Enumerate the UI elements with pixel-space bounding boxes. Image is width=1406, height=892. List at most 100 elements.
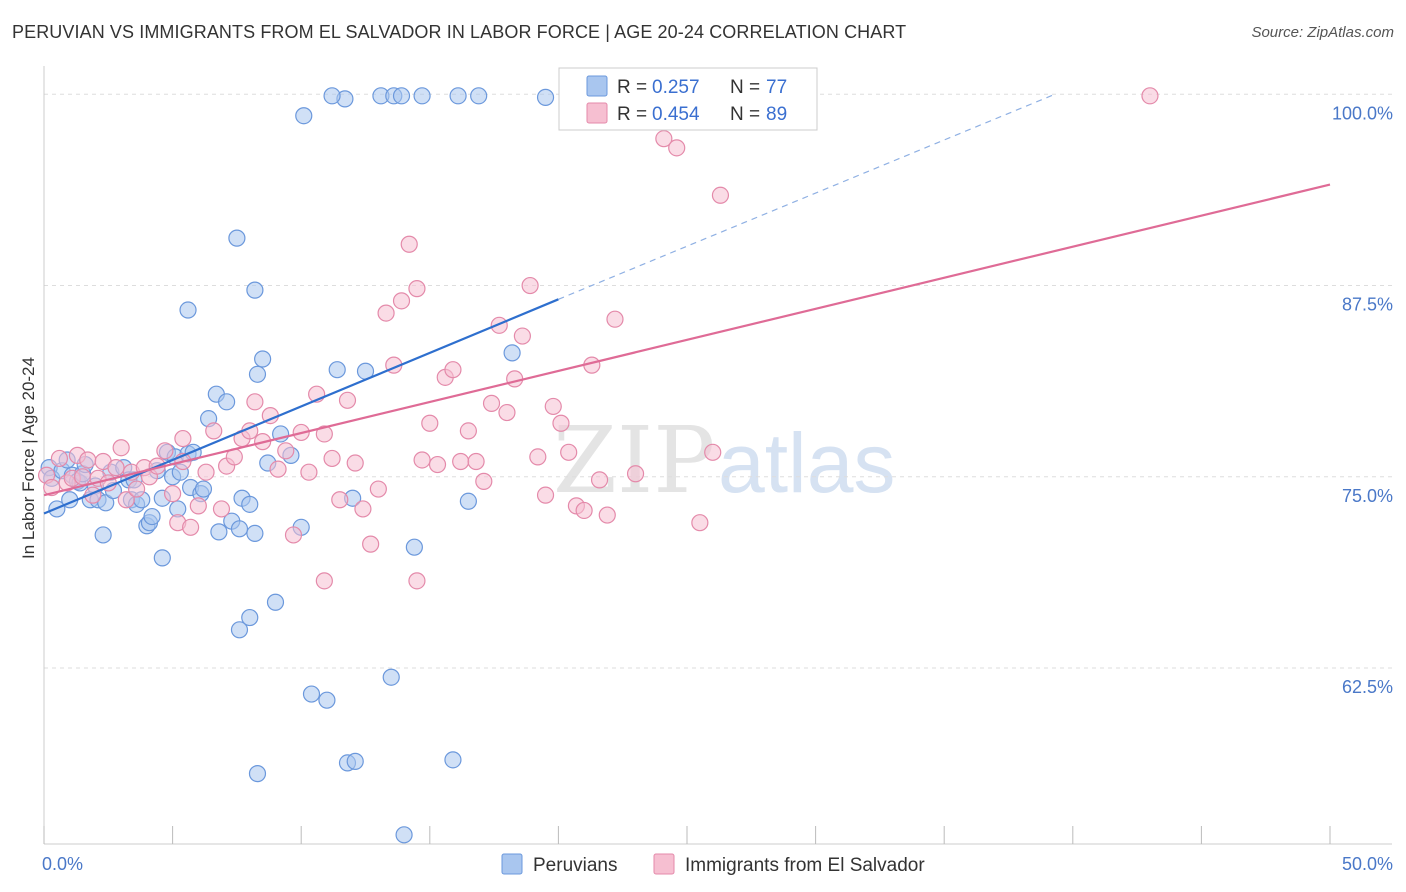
x-tick-label-0: 0.0% bbox=[42, 854, 83, 874]
legend-r-label-2: R = bbox=[617, 104, 647, 125]
peruvians-point-49 bbox=[254, 350, 272, 368]
el-salvador-point-46 bbox=[346, 454, 364, 472]
watermark: ZIP atlas bbox=[553, 407, 895, 514]
legend-r-value-1: 0.257 bbox=[652, 77, 700, 98]
el-salvador-point-42 bbox=[315, 425, 333, 443]
el-salvador-point-72 bbox=[544, 397, 562, 416]
el-salvador-point-45 bbox=[338, 391, 357, 409]
el-salvador-point-89 bbox=[1141, 87, 1159, 105]
peruvians-point-47 bbox=[246, 524, 264, 543]
el-salvador-point-81 bbox=[626, 465, 645, 483]
peruvians-point-68 bbox=[449, 87, 467, 105]
y-tick-label-1: 87.5% bbox=[1342, 295, 1393, 315]
el-salvador-point-66 bbox=[498, 403, 516, 422]
el-salvador-point-60 bbox=[452, 452, 470, 471]
peruvians-point-71 bbox=[228, 229, 246, 247]
correlation-legend: R = 0.257 N = 77 R = 0.454 N = 89 bbox=[558, 67, 818, 131]
el-salvador-point-90 bbox=[174, 429, 192, 448]
trend-lines bbox=[43, 93, 1331, 515]
watermark-atlas: atlas bbox=[718, 416, 895, 510]
el-salvador-point-76 bbox=[575, 501, 593, 520]
peruvians-point-42 bbox=[218, 393, 236, 411]
el-salvador-point-36 bbox=[269, 460, 287, 478]
grid bbox=[44, 93, 1392, 669]
el-salvador-point-28 bbox=[212, 500, 231, 518]
el-salvador-point-87 bbox=[408, 572, 426, 590]
el-salvador-point-7 bbox=[79, 451, 97, 469]
peruvians-point-73 bbox=[179, 301, 197, 319]
chart-title: PERUVIAN VS IMMIGRANTS FROM EL SALVADOR … bbox=[12, 22, 907, 42]
peruvians-point-26 bbox=[143, 507, 161, 526]
el-salvador-point-48 bbox=[362, 535, 380, 553]
bottom-legend-el-salvador: Immigrants from El Salvador bbox=[685, 855, 925, 876]
el-salvador-point-40 bbox=[300, 463, 318, 481]
el-salvador-point-20 bbox=[156, 442, 174, 460]
el-salvador-point-74 bbox=[560, 443, 578, 461]
peruvians-point-83 bbox=[295, 107, 313, 125]
el-salvador-point-26 bbox=[197, 463, 215, 481]
peruvians-point-79 bbox=[395, 826, 413, 844]
trend-line-el-salvador bbox=[43, 183, 1331, 497]
peruvians-point-67 bbox=[323, 87, 341, 105]
el-salvador-point-6 bbox=[73, 468, 92, 486]
peruvians-point-48 bbox=[248, 365, 267, 383]
el-salvador-point-14 bbox=[117, 491, 135, 509]
el-salvador-point-59 bbox=[444, 361, 462, 379]
y-tick-label-0: 100.0% bbox=[1332, 103, 1393, 123]
chart-source: Source: ZipAtlas.com bbox=[1251, 24, 1394, 41]
el-salvador-point-73 bbox=[552, 414, 570, 432]
el-salvador-point-12 bbox=[107, 459, 125, 477]
axes bbox=[43, 66, 1392, 845]
peruvians-point-78 bbox=[382, 668, 400, 686]
peruvians-point-60 bbox=[328, 361, 346, 379]
el-salvador-point-52 bbox=[392, 292, 411, 310]
peruvians-point-41 bbox=[210, 523, 228, 541]
legend-n-value-1: 77 bbox=[766, 77, 787, 98]
x-tick-labels: 0.0% 50.0% bbox=[42, 854, 1393, 874]
legend-swatch-pink bbox=[586, 102, 608, 124]
el-salvador-point-50 bbox=[377, 304, 395, 322]
peruvians-point-75 bbox=[346, 752, 364, 770]
el-salvador-point-67 bbox=[506, 370, 524, 388]
legend-r-value-2: 0.454 bbox=[652, 104, 700, 125]
peruvians-point-74 bbox=[503, 344, 521, 362]
el-salvador-point-38 bbox=[284, 526, 303, 544]
el-salvador-point-82 bbox=[655, 130, 673, 148]
legend-n-value-2: 89 bbox=[766, 104, 787, 125]
bottom-legend-swatch-peruvians bbox=[501, 853, 523, 875]
el-salvador-point-84 bbox=[691, 514, 709, 532]
peruvians-point-58 bbox=[302, 685, 321, 703]
el-salvador-point-25 bbox=[189, 497, 207, 515]
watermark-zip: ZIP bbox=[553, 407, 715, 514]
el-salvador-point-62 bbox=[467, 452, 485, 471]
el-salvador-point-24 bbox=[182, 518, 200, 536]
peruvians-point-76 bbox=[444, 751, 462, 769]
el-salvador-point-68 bbox=[513, 327, 531, 345]
el-salvador-point-63 bbox=[475, 472, 493, 490]
trend-line-peruvians bbox=[43, 298, 559, 515]
peruvians-point-69 bbox=[470, 87, 488, 105]
el-salvador-point-70 bbox=[529, 448, 547, 466]
peruvians-point-38 bbox=[194, 480, 213, 498]
trend-line-peruvians-extension bbox=[558, 93, 1056, 300]
el-salvador-point-53 bbox=[400, 235, 418, 253]
y-axis-label: In Labor Force | Age 20-24 bbox=[19, 357, 38, 559]
peruvians-point-77 bbox=[248, 765, 267, 783]
y-tick-labels: 100.0% 87.5% 75.0% 62.5% bbox=[1332, 103, 1393, 697]
series-el-salvador bbox=[37, 87, 1159, 590]
el-salvador-point-27 bbox=[205, 422, 223, 440]
y-tick-label-2: 75.0% bbox=[1342, 486, 1393, 506]
peruvians-point-82 bbox=[536, 88, 555, 106]
el-salvador-point-83 bbox=[668, 139, 686, 157]
peruvians-point-51 bbox=[266, 593, 285, 611]
el-salvador-point-79 bbox=[598, 506, 616, 524]
el-salvador-point-69 bbox=[521, 276, 539, 295]
peruvians-point-14 bbox=[94, 526, 112, 544]
x-tick-label-1: 50.0% bbox=[1342, 854, 1393, 874]
peruvians-point-80 bbox=[405, 538, 423, 556]
el-salvador-point-16 bbox=[127, 480, 146, 498]
el-salvador-point-86 bbox=[704, 443, 722, 461]
el-salvador-point-37 bbox=[277, 442, 295, 460]
peruvians-point-57 bbox=[153, 549, 171, 567]
el-salvador-point-80 bbox=[606, 310, 624, 328]
